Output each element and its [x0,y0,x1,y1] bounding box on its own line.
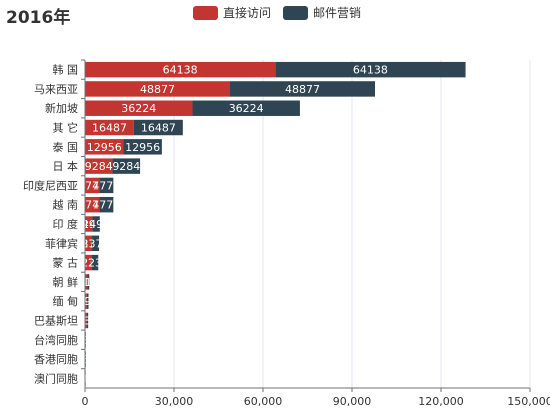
bar-segment[interactable] [85,312,87,329]
bar-segment[interactable] [99,177,114,194]
y-category-label: 台湾同胞 [34,333,78,347]
x-tick-label: 90,000 [333,395,372,408]
y-category-label: 新加坡 [45,101,78,115]
bar-value-label: 2371 [82,237,110,250]
bar-value-label: 534 [75,314,96,327]
bar-value-label: 64138 [353,64,388,77]
bar-segment[interactable] [85,158,113,174]
bar-value-label: 594 [77,295,98,308]
legend[interactable]: 直接访问 邮件营销 [193,4,373,21]
bar-value-label: 4778 [92,199,120,212]
bar-segment[interactable] [85,139,124,155]
legend-label-email: 邮件营销 [313,6,362,20]
bar-value-label: 36224 [229,102,264,115]
y-category-label: 缅 甸 [53,294,79,308]
y-category-label: 印 度 [53,217,79,231]
bar-value-label: 16487 [141,122,176,135]
legend-item-direct[interactable]: 直接访问 [193,4,271,21]
x-tick-label: 60,000 [244,395,283,408]
bar-value-label: 48877 [140,83,175,96]
bar-segment[interactable] [92,235,100,252]
chart-title: 2016年 [6,8,71,28]
x-tick-label: 30,000 [155,395,194,408]
bar-segment[interactable] [92,216,100,232]
bar-value-label: 12956 [87,141,122,154]
legend-item-email[interactable]: 邮件营销 [283,4,361,21]
x-tick-label: 150,000 [507,395,550,408]
y-category-label: 蒙 古 [53,257,79,270]
legend-swatch-email [283,5,309,20]
bar-segment[interactable] [85,61,276,78]
bar-segment[interactable] [86,312,89,329]
bar-segment[interactable] [87,274,90,290]
bar-segment[interactable] [123,139,162,155]
x-tick-label: 0 [82,395,89,408]
bar-value-label: 717 [76,276,97,289]
bar-segment[interactable] [85,274,88,290]
legend-swatch-direct [193,5,218,20]
bar-segment[interactable] [85,177,100,194]
bar-value-label: 48877 [285,83,320,96]
bar-value-label: 36224 [121,102,156,115]
bar-value-label: 16487 [92,122,127,135]
bar-segment[interactable] [91,254,99,271]
bar-segment[interactable] [85,254,92,271]
y-category-label: 巴基斯坦 [34,313,78,327]
y-category-label: 朝 鲜 [53,275,79,289]
bar-segment[interactable] [133,119,183,136]
y-category-label: 其 它 [53,121,79,135]
y-category-label: 马来西亚 [34,83,78,96]
legend-label-direct: 直接访问 [223,6,272,20]
bar-segment[interactable] [99,196,114,213]
y-category-label: 印度尼西亚 [23,178,78,192]
bar-segment[interactable] [85,81,231,97]
bar-value-label: 2499 [82,218,110,231]
y-category-label: 澳门同胞 [34,371,78,385]
bar-segment[interactable] [86,293,89,309]
bar-value-label: 12956 [125,141,160,154]
bar-value-label: 594 [75,295,96,308]
bar-value-label: 9284 [112,160,140,173]
bar-segment[interactable] [192,100,300,116]
bar-segment[interactable] [275,61,466,78]
bar-value-label: 132 [75,353,96,366]
bar-value-label: 4779 [92,179,120,192]
y-category-label: 日 本 [53,159,79,173]
bar-value-label: 717 [78,276,99,289]
bar-segment[interactable] [85,235,93,252]
y-category-label: 香港同胞 [34,353,78,366]
bar-segment[interactable] [112,158,141,174]
x-tick-label: 120,000 [418,395,464,408]
bar-segment[interactable] [85,196,100,213]
bar-segment[interactable] [85,119,134,136]
y-category-label: 泰 国 [53,140,79,154]
bar-value-label: 534 [77,314,98,327]
y-category-label: 韩 国 [53,63,79,77]
bar-value-label: 136 [75,334,96,347]
y-category-label: 菲律宾 [45,236,78,250]
bar-segment[interactable] [85,293,87,309]
bar-segment[interactable] [230,81,376,97]
bar-value-label: 9284 [85,160,113,173]
bar-value-label: 64138 [163,64,198,77]
bar-segment[interactable] [85,100,193,116]
bar-segment[interactable] [85,216,93,232]
bar-value-label: 2237 [81,257,109,270]
y-category-label: 越 南 [53,198,79,212]
